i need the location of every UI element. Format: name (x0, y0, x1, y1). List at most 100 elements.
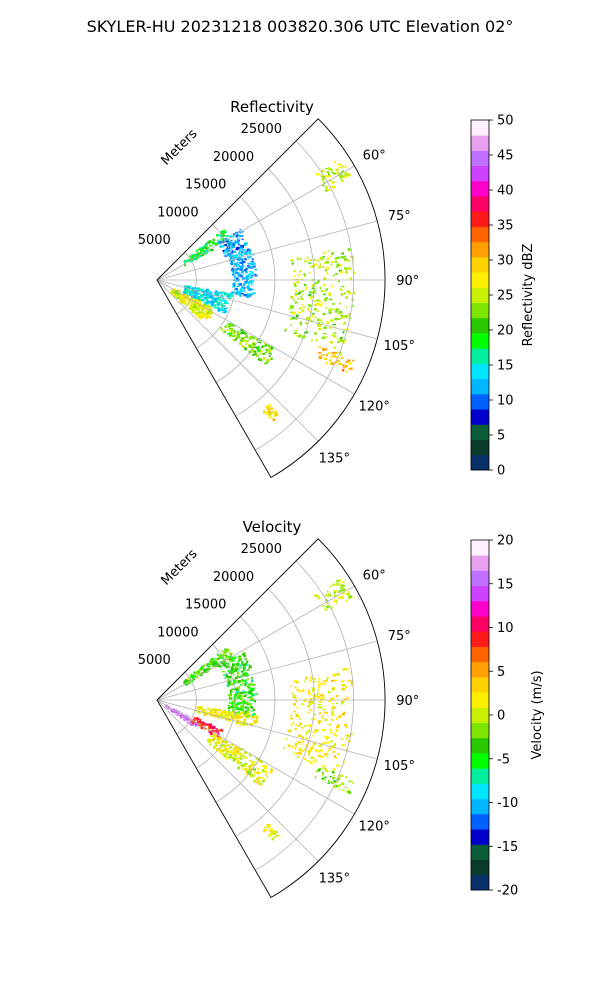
echo-gate (203, 727, 206, 730)
echo-gate (290, 311, 293, 313)
echo-gate (302, 335, 307, 337)
echo-gate (345, 296, 347, 298)
echo-gate (322, 265, 325, 268)
echo-gate (210, 735, 214, 737)
echo-gate (214, 708, 219, 712)
echo-gate (322, 773, 324, 777)
echo-gate (184, 259, 188, 262)
echo-gate (202, 294, 206, 296)
echo-gate (247, 703, 252, 706)
echo-gate (224, 652, 227, 655)
echo-gate (303, 680, 306, 683)
echo-gate (248, 768, 252, 771)
echo-gate (203, 664, 206, 667)
echo-gate (352, 359, 355, 362)
echo-gate (329, 698, 333, 701)
echo-gate (254, 693, 259, 695)
echo-gate (318, 265, 322, 268)
echo-gate (237, 669, 239, 672)
echo-gate (255, 716, 258, 719)
echo-gate (269, 829, 272, 831)
echo-gate (194, 253, 196, 256)
echo-gate (227, 711, 232, 715)
echo-gate (204, 728, 207, 730)
echo-gate (189, 292, 191, 295)
echo-gate (331, 182, 334, 184)
echo-gate (250, 275, 253, 278)
echo-gate (210, 300, 214, 303)
colorbar-segment (471, 570, 489, 587)
azimuth-tick-label: 135° (319, 451, 350, 466)
echo-gate (193, 305, 197, 309)
echo-gate (307, 689, 310, 693)
echo-gate (299, 290, 301, 293)
echo-gate (309, 679, 312, 682)
echo-gate (195, 719, 199, 722)
echo-gate (220, 303, 223, 306)
echo-gate (331, 713, 335, 716)
echo-gate (248, 266, 251, 269)
echo-gate (309, 709, 312, 711)
echo-gate (191, 679, 194, 682)
echo-gate (226, 296, 229, 298)
echo-gate (199, 667, 202, 670)
echo-gate (215, 294, 218, 297)
echo-gate (291, 692, 294, 695)
echo-gate (179, 715, 182, 718)
echo-gate (231, 249, 234, 251)
echo-gate (346, 290, 351, 293)
echo-gate (333, 780, 336, 783)
echo-gate (242, 652, 246, 655)
echo-gate (221, 657, 225, 660)
colorbar-segment (471, 378, 489, 395)
echo-gate (347, 259, 351, 262)
echo-gate (324, 269, 327, 272)
echo-gate (205, 291, 209, 293)
echo-gate (341, 738, 343, 740)
echo-gate (249, 280, 252, 282)
colorbar-tick-label: 50 (497, 114, 514, 129)
range-tick-label: 15000 (185, 178, 226, 193)
echo-gate (225, 247, 230, 250)
echo-gate (348, 313, 351, 315)
echo-gate (245, 715, 249, 718)
echo-gate (347, 359, 351, 362)
echo-gate (337, 591, 341, 593)
echo-gate (204, 244, 208, 247)
echo-gate (224, 308, 226, 310)
echo-gate (199, 247, 202, 249)
echo-gate (249, 765, 252, 767)
echo-gate (316, 259, 320, 262)
echo-gate (302, 306, 305, 309)
echo-gate (235, 716, 239, 719)
echo-gate (192, 723, 195, 726)
echo-gate (274, 413, 278, 417)
echo-gate (338, 339, 342, 342)
echo-gate (274, 831, 278, 834)
echo-gate (217, 234, 220, 237)
echo-gate (329, 168, 333, 171)
echo-gate (311, 755, 313, 758)
echo-gate (308, 711, 310, 714)
echo-gate (181, 301, 185, 304)
echo-gate (240, 292, 244, 295)
echo-gate (268, 352, 271, 354)
echo-gate (289, 318, 292, 321)
echo-gate (248, 665, 252, 669)
echo-gate (242, 699, 246, 702)
echo-gate (212, 715, 216, 718)
colorbar-segment (471, 783, 489, 800)
echo-gate (185, 293, 188, 295)
azimuth-spoke (156, 279, 319, 442)
echo-gate (248, 696, 253, 698)
echo-gate (331, 718, 333, 721)
echo-gate (252, 258, 254, 260)
echo-gate (235, 337, 238, 341)
colorbar-tick-label: 10 (497, 394, 514, 409)
echo-gate (250, 692, 253, 694)
echo-gate (236, 267, 239, 270)
echo-gate (341, 700, 345, 703)
echo-gate (199, 252, 202, 255)
echo-gate (212, 746, 216, 749)
colorbar-segment (471, 363, 489, 380)
